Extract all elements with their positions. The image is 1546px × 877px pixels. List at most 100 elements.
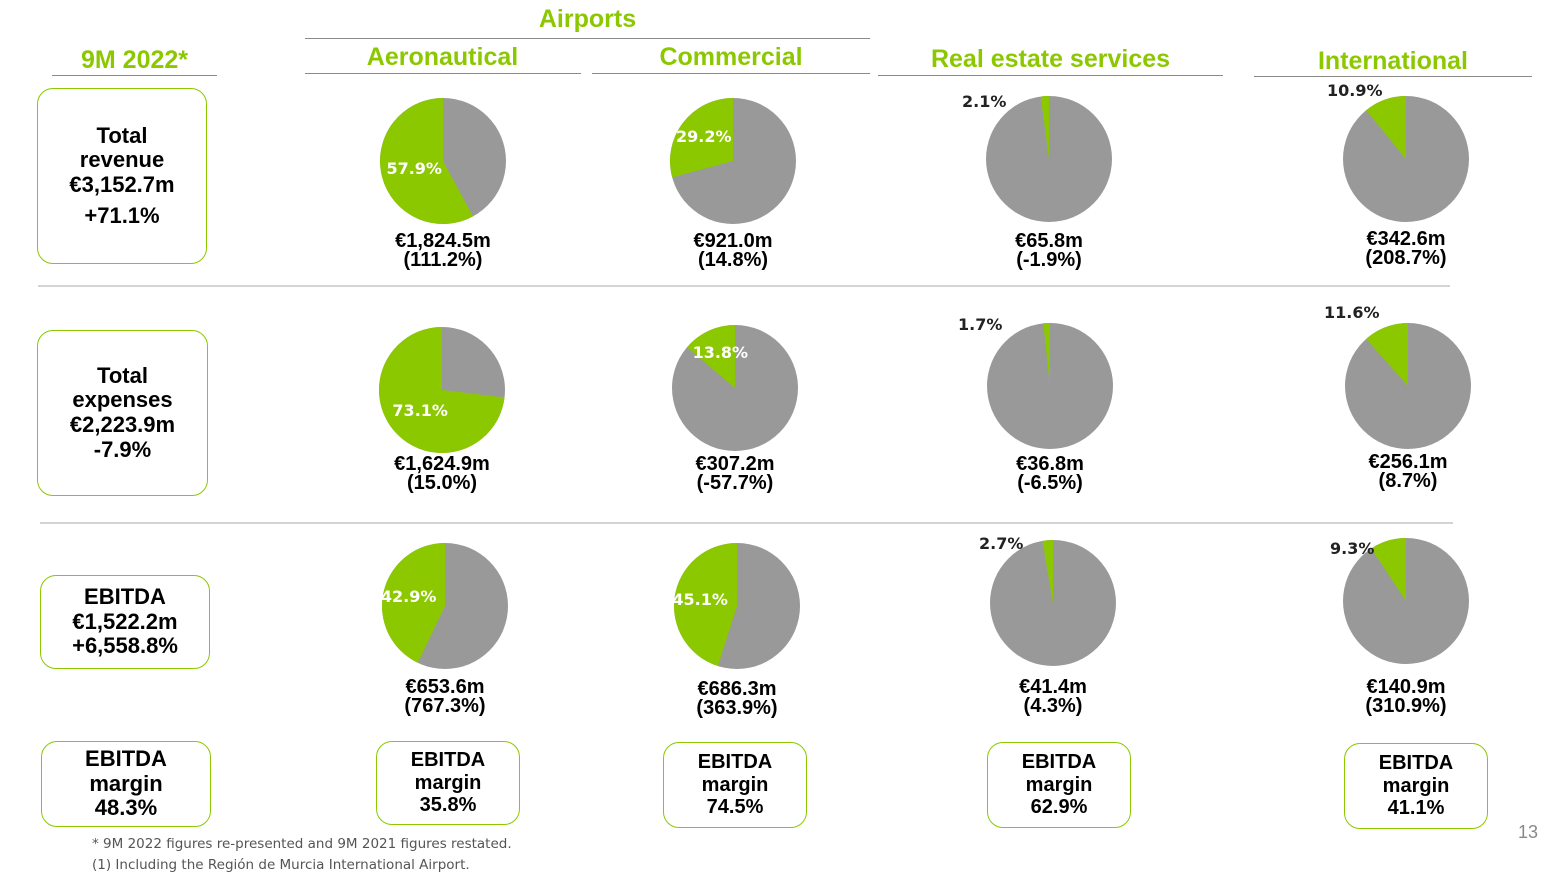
pie-share-slice [379,327,505,453]
pie-chart [670,98,796,224]
margin-value: 41.1% [1387,797,1445,820]
margin-label: EBITDA [1021,751,1097,774]
kpi-label: margin [89,770,163,796]
segment-value: €653.6m (767.3%) [345,677,545,717]
margin-value: 35.8% [419,794,477,817]
pie-share-slice [1040,96,1049,159]
kpi-label: Total [96,122,148,148]
pie-percent-label: 45.1% [672,590,728,609]
commercial-header: Commercial [659,43,803,71]
pie-chart [987,323,1113,449]
pie-percent-label: 57.9% [386,158,442,178]
segment-change: (14.8%) [697,249,769,271]
pie-chart [1343,538,1469,664]
pie-share-slice [674,543,737,667]
international-margin-box: EBITDA margin 41.1% [1344,743,1488,829]
segment-amount: €1,624.9m [394,453,490,475]
pie-share-slice [1366,96,1406,159]
international-underline [1254,76,1532,77]
aeronautical-header: Aeronautical [366,43,519,71]
kpi-change: +71.1% [84,202,160,228]
kpi-label: Total [97,362,148,388]
segment-amount: €41.4m [1019,676,1087,698]
pie-share-slice [1371,538,1406,601]
pie-percent-label: 1.7% [958,315,1003,334]
pie-chart [381,543,508,669]
segment-value: €921.0m (14.8%) [633,231,833,271]
real-estate-header: Real estate services [930,45,1171,73]
footnote: (1) Including the Región de Murcia Inter… [92,857,470,873]
kpi-label: expenses [72,387,173,413]
margin-label: margin [414,771,482,794]
pie-chart [990,540,1116,666]
total-expenses-box: Total expenses €2,223.9m -7.9% [37,330,208,496]
airports-underline [305,38,870,39]
segment-value: €307.2m (-57.7%) [635,453,835,493]
kpi-value: 48.3% [94,795,158,821]
pie-share-slice [1042,540,1053,603]
kpi-label: EBITDA [85,746,167,772]
margin-label: EBITDA [697,751,773,774]
pie-chart [379,327,505,453]
margin-label: margin [1025,773,1093,796]
pie-share-slice [1043,323,1050,386]
commercial-margin-box: EBITDA margin 74.5% [663,742,807,828]
segment-amount: €256.1m [1368,451,1448,473]
segment-value: €1,624.9m (15.0%) [342,453,542,493]
segment-amount: €686.3m [697,678,777,700]
segment-amount: €65.8m [1015,230,1083,252]
segment-value: €65.8m (-1.9%) [949,230,1149,271]
pie-chart [674,543,800,669]
page-number: 13 [1517,822,1538,842]
segment-change: (767.3%) [404,695,486,717]
pie-share-slice [670,98,733,178]
margin-label: margin [1382,774,1450,797]
segment-value: €256.1m (8.7%) [1308,451,1508,492]
commercial-underline [592,73,870,74]
real-estate-margin-box: EBITDA margin 62.9% [987,742,1131,828]
airports-header: Airports [538,5,637,33]
kpi-change: -7.9% [93,436,152,462]
margin-label: EBITDA [410,749,486,772]
pie-percent-label: 10.9% [1327,81,1383,100]
margin-value: 74.5% [706,796,764,819]
kpi-change: +6,558.8% [72,633,178,659]
pie-percent-label: 13.8% [692,342,749,362]
footnote: * 9M 2022 figures re-presented and 9M 20… [92,836,512,852]
pie-percent-label: 2.7% [979,534,1024,553]
pie-chart [1343,96,1469,222]
pie-share-slice [380,98,474,224]
segment-amount: €140.9m [1366,676,1446,698]
pie-percent-label: 2.1% [962,92,1007,111]
segment-change: (8.7%) [1378,470,1438,492]
segment-amount: €307.2m [695,453,775,475]
pie-percent-label: 11.6% [1324,303,1380,322]
margin-value: 62.9% [1030,796,1088,819]
total-revenue-box: Total revenue €3,152.7m +71.1% [37,88,207,264]
row-separator [38,285,1450,287]
segment-change: (111.2%) [403,249,483,271]
pie-chart [986,96,1112,222]
segment-change: (4.3%) [1023,695,1083,717]
row-separator [40,522,1453,524]
margin-label: EBITDA [1378,752,1454,775]
segment-change: (-1.9%) [1016,249,1082,271]
segment-value: €41.4m (4.3%) [953,676,1153,717]
segment-amount: €36.8m [1016,453,1084,475]
segment-amount: €1,824.5m [395,230,491,252]
pie-percent-label: 9.3% [1330,539,1375,558]
segment-change: (310.9%) [1365,695,1447,717]
pie-share-slice [686,325,735,388]
pie-percent-label: 73.1% [392,400,448,420]
pie-chart [672,325,798,451]
segment-value: €36.8m (-6.5%) [950,453,1150,493]
segment-value: €342.6m (208.7%) [1306,229,1506,268]
segment-value: €686.3m (363.9%) [637,678,837,718]
margin-label: margin [701,773,769,796]
segment-value: €140.9m (310.9%) [1306,676,1506,717]
real-estate-underline [878,75,1223,76]
period-underline [52,75,217,76]
pie-chart [380,98,506,224]
aeronautical-underline [305,73,581,74]
kpi-label: revenue [79,147,165,173]
